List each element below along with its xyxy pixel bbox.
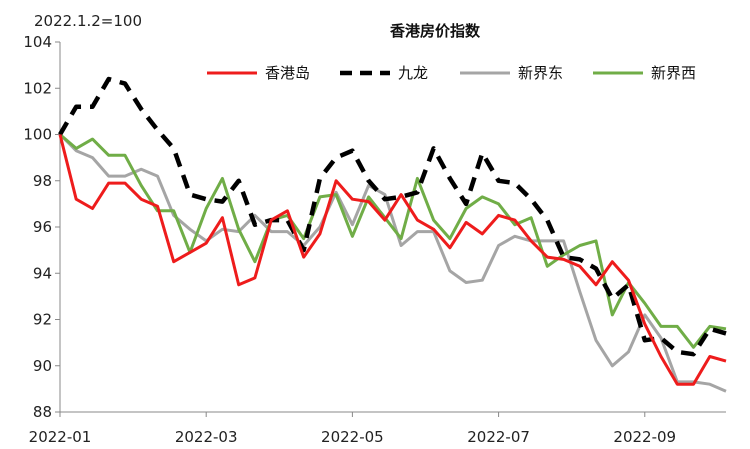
y-tick-label: 92: [33, 311, 52, 329]
y-tick-label: 90: [33, 357, 52, 375]
series-line-1: [58, 134, 727, 386]
chart-title: 香港房价指数: [390, 22, 481, 40]
x-axis: 2022-01 2022-03 2022-05 2022-07 2022-09: [29, 411, 726, 446]
legend-label: 新界西: [651, 64, 696, 82]
base-note: 2022.1.2=100: [34, 12, 142, 30]
y-tick-label: 94: [33, 264, 52, 282]
series-line-3: [58, 133, 727, 393]
legend-label: 九龙: [398, 64, 428, 82]
series-lines: [58, 76, 727, 393]
legend: 香港岛 九龙 新界东 新界西: [207, 64, 696, 82]
y-tick-label: 88: [33, 403, 52, 421]
series-line-2: [58, 76, 727, 357]
y-axis: 104 102 100 98 96 94 92 90 88: [23, 33, 61, 421]
x-tick-label: 2022-03: [175, 428, 238, 446]
y-tick-label: 102: [23, 79, 52, 97]
legend-label: 香港岛: [265, 64, 310, 82]
series-line-4: [59, 133, 727, 349]
y-tick-label: 96: [33, 218, 52, 236]
x-tick-label: 2022-07: [467, 428, 530, 446]
x-tick-label: 2022-05: [321, 428, 384, 446]
legend-label: 新界东: [518, 64, 563, 82]
y-tick-label: 100: [23, 126, 52, 144]
x-tick-label: 2022-09: [613, 428, 676, 446]
y-tick-label: 104: [23, 33, 52, 51]
x-tick-label: 2022-01: [29, 428, 92, 446]
y-tick-label: 98: [33, 172, 52, 190]
